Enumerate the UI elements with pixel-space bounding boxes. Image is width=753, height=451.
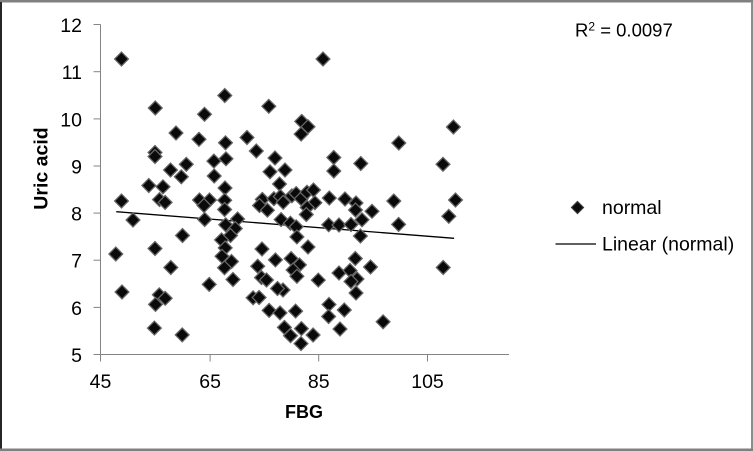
svg-text:45: 45 [90, 371, 112, 393]
svg-text:R2 = 0.0097: R2 = 0.0097 [575, 20, 673, 41]
svg-text:85: 85 [308, 371, 330, 393]
svg-text:105: 105 [411, 371, 444, 393]
svg-text:6: 6 [71, 298, 82, 320]
svg-text:5: 5 [71, 345, 82, 367]
svg-text:10: 10 [60, 109, 82, 131]
svg-text:8: 8 [71, 204, 82, 226]
svg-text:Uric acid: Uric acid [31, 127, 53, 209]
svg-text:65: 65 [199, 371, 221, 393]
svg-text:12: 12 [60, 15, 82, 37]
svg-text:7: 7 [71, 251, 82, 273]
svg-text:normal: normal [602, 197, 662, 219]
svg-text:FBG: FBG [285, 402, 323, 422]
svg-text:9: 9 [71, 157, 82, 179]
svg-text:11: 11 [62, 62, 82, 84]
svg-text:Linear (normal): Linear (normal) [602, 234, 734, 256]
